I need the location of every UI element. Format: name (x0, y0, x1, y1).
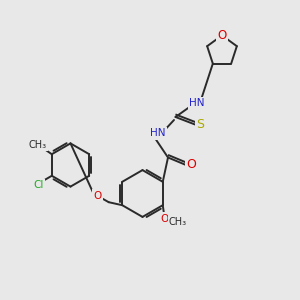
Text: O: O (160, 214, 168, 224)
Text: O: O (218, 29, 226, 42)
Text: S: S (196, 118, 204, 131)
Text: CH₃: CH₃ (169, 217, 187, 227)
Text: HN: HN (150, 128, 165, 139)
Text: O: O (187, 158, 196, 172)
Text: CH₃: CH₃ (28, 140, 46, 150)
Text: Cl: Cl (34, 180, 44, 190)
Text: O: O (93, 190, 101, 201)
Text: HN: HN (189, 98, 204, 109)
